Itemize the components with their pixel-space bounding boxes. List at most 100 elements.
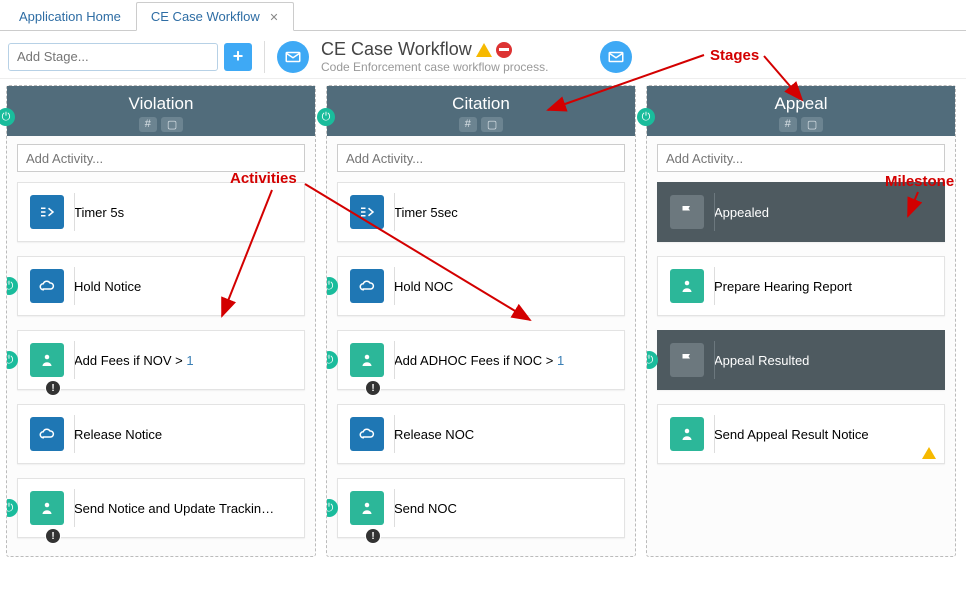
alert-icon (365, 380, 381, 396)
card-title: Prepare Hearing Report (714, 279, 932, 294)
card-title: Timer 5sec (394, 205, 612, 220)
activity-card[interactable]: ⏻ Add ADHOC Fees if NOC > 1 (337, 330, 625, 390)
square-icon[interactable]: ▢ (161, 117, 183, 132)
envelope-icon[interactable] (277, 41, 309, 73)
add-activity-input[interactable] (337, 144, 625, 172)
activity-card[interactable]: ⏻ Hold NOC (337, 256, 625, 316)
activity-card[interactable]: Release NOC (337, 404, 625, 464)
cloud-icon (30, 269, 64, 303)
add-activity-input[interactable] (657, 144, 945, 172)
activity-card[interactable]: Prepare Hearing Report (657, 256, 945, 316)
card-title: Hold Notice (74, 279, 292, 294)
pill-row: #▢ (647, 117, 955, 132)
stage-header[interactable]: Violation #▢ (7, 86, 315, 136)
hash-icon[interactable]: # (139, 117, 157, 132)
power-icon[interactable]: ⏻ (647, 351, 658, 369)
stage-title: Citation (327, 94, 635, 114)
alert-icon (45, 380, 61, 396)
stage-violation: ⏻ Violation #▢ Timer 5s ⏻ Hold Notice ⏻ (6, 85, 316, 557)
annotation-stages: Stages (710, 47, 759, 64)
card-title: Send NOC (394, 501, 612, 516)
card-title: Send Appeal Result Notice (714, 427, 932, 442)
activity-card[interactable]: Timer 5sec (337, 182, 625, 242)
stage-body: Timer 5s ⏻ Hold Notice ⏻ Add Fees if NOV… (7, 136, 315, 556)
stage-header[interactable]: Appeal #▢ (647, 86, 955, 136)
separator (264, 41, 265, 73)
flag-icon (670, 195, 704, 229)
no-entry-icon (496, 42, 512, 58)
pill-row: #▢ (7, 117, 315, 132)
activity-card[interactable]: Timer 5s (17, 182, 305, 242)
toolbar: + CE Case Workflow Code Enforcement case… (0, 31, 966, 79)
card-title: Timer 5s (74, 205, 292, 220)
workflow-board: ⏻ Violation #▢ Timer 5s ⏻ Hold Notice ⏻ (0, 79, 966, 557)
activity-card[interactable]: ⏻ Hold Notice (17, 256, 305, 316)
flag-icon (670, 343, 704, 377)
cloud-icon (350, 417, 384, 451)
stage-body: Timer 5sec ⏻ Hold NOC ⏻ Add ADHOC Fees i… (327, 136, 635, 556)
power-icon[interactable]: ⏻ (637, 108, 655, 126)
timer-icon (30, 195, 64, 229)
activity-card[interactable]: Send Appeal Result Notice (657, 404, 945, 464)
activity-card[interactable]: ⏻ Send Notice and Update Trackin… (17, 478, 305, 538)
card-title: Send Notice and Update Trackin… (74, 501, 292, 516)
add-activity-input[interactable] (17, 144, 305, 172)
card-title: Release Notice (74, 427, 292, 442)
card-title: Hold NOC (394, 279, 612, 294)
annotation-milestone: Milestone (885, 173, 954, 190)
add-stage-input[interactable] (8, 43, 218, 71)
stage-header[interactable]: Citation #▢ (327, 86, 635, 136)
activity-card[interactable]: ⏻ Add Fees if NOV > 1 (17, 330, 305, 390)
card-title: Appeal Resulted (714, 353, 932, 368)
workflow-heading: CE Case Workflow Code Enforcement case w… (321, 39, 548, 74)
person-icon (670, 417, 704, 451)
stage-appeal: ⏻ Appeal #▢ Appealed Prepare Hearing Rep… (646, 85, 956, 557)
power-icon[interactable]: ⏻ (327, 277, 338, 295)
alert-icon (365, 528, 381, 544)
card-title: Add ADHOC Fees if NOC > 1 (394, 353, 612, 368)
tab-label: CE Case Workflow (151, 9, 260, 24)
person-icon (670, 269, 704, 303)
hash-icon[interactable]: # (779, 117, 797, 132)
power-icon[interactable]: ⏻ (7, 277, 18, 295)
workflow-title: CE Case Workflow (321, 39, 472, 60)
power-icon[interactable]: ⏻ (327, 351, 338, 369)
cloud-icon (350, 269, 384, 303)
add-stage-button[interactable]: + (224, 43, 252, 71)
close-icon[interactable]: ✕ (269, 12, 278, 24)
tab-application-home[interactable]: Application Home (4, 2, 136, 30)
person-icon (350, 343, 384, 377)
square-icon[interactable]: ▢ (481, 117, 503, 132)
annotation-activities: Activities (230, 170, 297, 187)
milestone-card[interactable]: Appealed (657, 182, 945, 242)
card-title: Add Fees if NOV > 1 (74, 353, 292, 368)
power-icon[interactable]: ⏻ (327, 499, 338, 517)
tab-ce-case-workflow[interactable]: CE Case Workflow ✕ (136, 2, 294, 31)
warning-icon (922, 447, 936, 459)
milestone-card[interactable]: ⏻ Appeal Resulted (657, 330, 945, 390)
stage-citation: ⏻ Citation #▢ Timer 5sec ⏻ Hold NOC ⏻ (326, 85, 636, 557)
tab-label: Application Home (19, 9, 121, 24)
envelope-icon[interactable] (600, 41, 632, 73)
workflow-subtitle: Code Enforcement case workflow process. (321, 60, 548, 74)
square-icon[interactable]: ▢ (801, 117, 823, 132)
card-title: Appealed (714, 205, 932, 220)
person-icon (30, 491, 64, 525)
tab-bar: Application Home CE Case Workflow ✕ (0, 0, 966, 31)
activity-card[interactable]: Release Notice (17, 404, 305, 464)
stage-title: Appeal (647, 94, 955, 114)
timer-icon (350, 195, 384, 229)
power-icon[interactable]: ⏻ (7, 351, 18, 369)
stage-title: Violation (7, 94, 315, 114)
hash-icon[interactable]: # (459, 117, 477, 132)
card-title: Release NOC (394, 427, 612, 442)
cloud-icon (30, 417, 64, 451)
pill-row: #▢ (327, 117, 635, 132)
alert-icon (45, 528, 61, 544)
activity-card[interactable]: ⏻ Send NOC (337, 478, 625, 538)
power-icon[interactable]: ⏻ (7, 499, 18, 517)
stage-body: Appealed Prepare Hearing Report ⏻ Appeal… (647, 136, 955, 556)
warning-icon (476, 43, 492, 57)
power-icon[interactable]: ⏻ (317, 108, 335, 126)
person-icon (30, 343, 64, 377)
